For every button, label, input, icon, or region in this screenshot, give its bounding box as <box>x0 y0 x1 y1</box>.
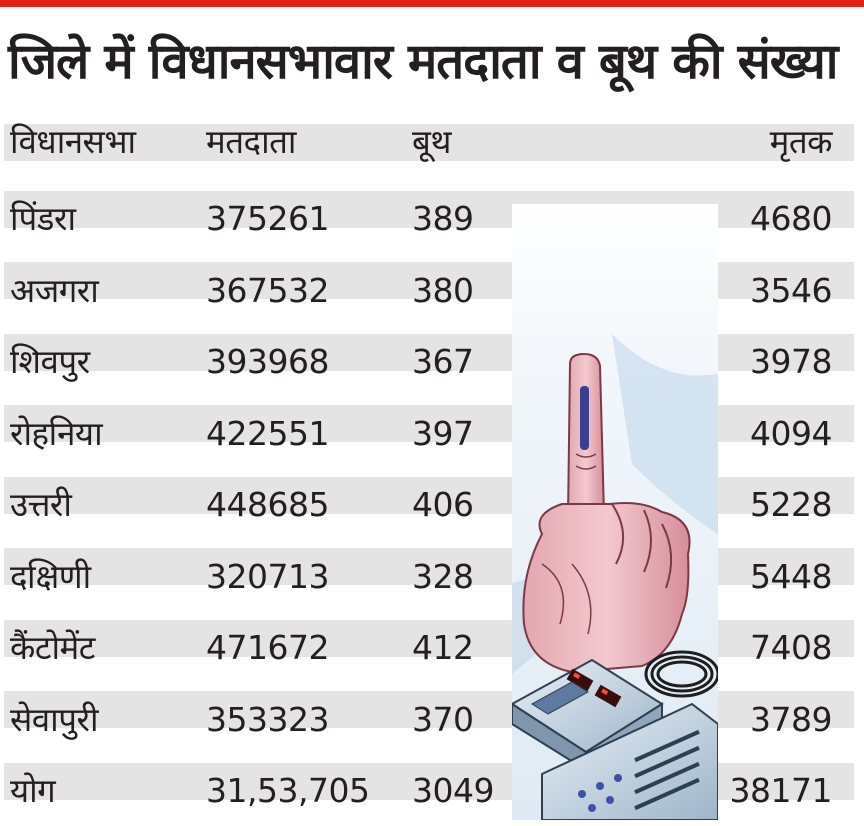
cell-voters: 353323 <box>206 700 329 739</box>
cell-constituency: उत्तरी <box>10 485 72 524</box>
cell-deceased: 3546 <box>750 271 832 310</box>
inked-finger-and-evm-illustration <box>512 204 718 820</box>
table-header-band <box>4 124 854 161</box>
cell-booths: 389 <box>412 199 474 238</box>
cell-deceased: 5448 <box>750 557 832 596</box>
cell-voters: 393968 <box>206 342 329 381</box>
cell-constituency: योग <box>10 771 56 810</box>
cell-deceased: 7408 <box>750 628 832 667</box>
cell-voters: 448685 <box>206 485 329 524</box>
cell-voters: 471672 <box>206 628 329 667</box>
cell-booths: 367 <box>412 342 474 381</box>
cell-voters: 31,53,705 <box>206 771 370 810</box>
cell-constituency: सेवापुरी <box>10 700 99 739</box>
top-red-rule <box>0 0 864 7</box>
cell-voters: 367532 <box>206 271 329 310</box>
cell-constituency: पिंडरा <box>10 199 76 238</box>
cell-booths: 380 <box>412 271 474 310</box>
cell-booths: 328 <box>412 557 474 596</box>
cell-voters: 320713 <box>206 557 329 596</box>
cell-constituency: कैंटोमेंट <box>10 628 95 667</box>
header-booths: बूथ <box>412 122 451 161</box>
header-constituency: विधानसभा <box>10 122 136 161</box>
page-title: जिले में विधानसभावार मतदाता व बूथ की संख… <box>8 33 839 90</box>
cell-deceased: 4094 <box>750 414 832 453</box>
header-voters: मतदाता <box>206 122 296 161</box>
cell-voters: 375261 <box>206 199 329 238</box>
cell-booths: 397 <box>412 414 474 453</box>
cell-deceased: 5228 <box>750 485 832 524</box>
cell-deceased: 3978 <box>750 342 832 381</box>
cell-booths: 406 <box>412 485 474 524</box>
header-deceased: मृतक <box>769 122 833 161</box>
cell-constituency: रोहनिया <box>10 414 103 453</box>
finger-evm-svg <box>512 204 718 820</box>
cell-booths: 370 <box>412 700 474 739</box>
cell-booths: 3049 <box>412 771 494 810</box>
cell-constituency: अजगरा <box>10 271 99 310</box>
cell-booths: 412 <box>412 628 474 667</box>
cell-deceased: 38171 <box>729 771 833 810</box>
cell-voters: 422551 <box>206 414 329 453</box>
cell-constituency: दक्षिणी <box>10 557 91 596</box>
cell-constituency: शिवपुर <box>10 342 90 381</box>
cell-deceased: 3789 <box>750 700 832 739</box>
cell-deceased: 4680 <box>750 199 832 238</box>
